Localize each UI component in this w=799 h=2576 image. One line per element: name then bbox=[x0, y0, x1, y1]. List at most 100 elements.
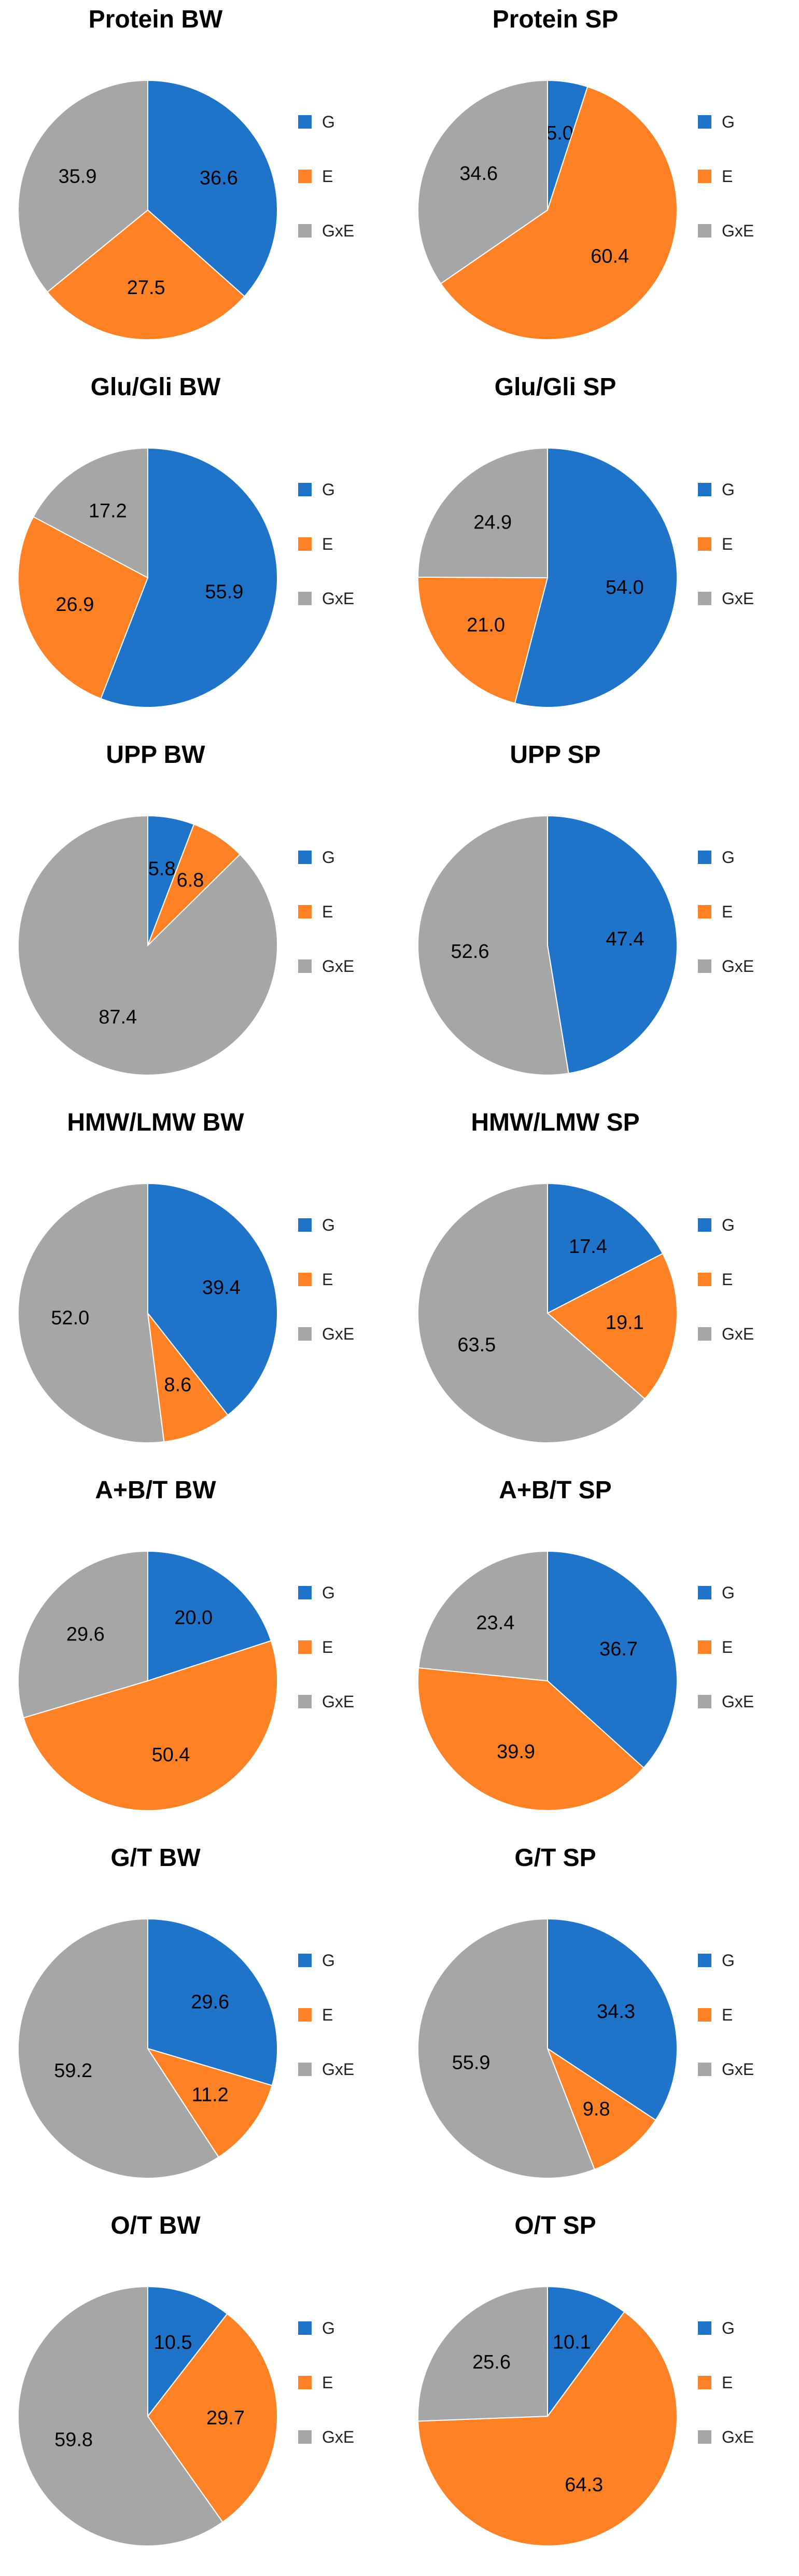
legend-label: E bbox=[322, 1270, 333, 1289]
pie-slice-gxe bbox=[417, 447, 548, 579]
chart-panel-upp-bw: UPP BW 5.8 6.8 87.4 G E GxE bbox=[0, 735, 399, 1103]
legend-item-gxe: GxE bbox=[298, 956, 354, 977]
legend-swatch-gxe bbox=[298, 1695, 312, 1708]
pie-upp-sp: 47.4 52.6 bbox=[417, 815, 678, 1076]
pie-slice-gxe bbox=[18, 1550, 148, 1719]
legend-swatch-e bbox=[698, 1273, 711, 1286]
data-label-gxe: 59.2 bbox=[54, 2060, 92, 2082]
chart-panel-a-b-t-bw: A+B/T BW 20.0 50.4 29.6 G E GxE bbox=[0, 1471, 399, 1839]
chart-title: O/T BW bbox=[110, 2212, 201, 2239]
legend-item-g: G bbox=[298, 2318, 335, 2338]
legend-label: G bbox=[722, 2318, 735, 2337]
legend-item-g: G bbox=[298, 1215, 335, 1235]
legend-item-g: G bbox=[698, 2318, 735, 2338]
legend-swatch-e bbox=[698, 2008, 711, 2022]
legend-item-e: E bbox=[298, 1269, 333, 1290]
chart-title: G/T SP bbox=[514, 1844, 596, 1872]
data-label-g: 55.9 bbox=[205, 581, 243, 603]
pie-protein-sp: 5.0 60.4 34.6 bbox=[417, 79, 678, 340]
legend-item-e: E bbox=[298, 2004, 333, 2025]
pie-slice-e bbox=[440, 86, 678, 340]
legend-label: GxE bbox=[322, 1324, 355, 1343]
pie-slice-gxe bbox=[417, 2286, 548, 2422]
pie-slice-gxe bbox=[17, 2286, 223, 2546]
pie-slice-e bbox=[147, 824, 241, 946]
chart-panel-glu-gli-sp: Glu/Gli SP 54.0 21.0 24.9 G E GxE bbox=[400, 368, 799, 735]
legend-item-g: G bbox=[698, 1215, 735, 1235]
chart-title: UPP BW bbox=[106, 741, 205, 769]
legend: G E GxE bbox=[698, 0, 796, 368]
legend-label: E bbox=[722, 2373, 733, 2392]
legend-item-e: E bbox=[698, 901, 733, 922]
pie-hmw-lmw-bw: 39.4 8.6 52.0 bbox=[18, 1182, 278, 1443]
data-label-e: 60.4 bbox=[591, 246, 629, 268]
legend-item-g: G bbox=[698, 1950, 735, 1971]
legend-swatch-g bbox=[698, 1218, 711, 1232]
legend-label: GxE bbox=[322, 221, 355, 240]
pie-slice-g bbox=[514, 447, 678, 708]
pie-slice-gxe bbox=[18, 1182, 165, 1443]
pie-slice-e bbox=[417, 2311, 678, 2546]
legend-swatch-g bbox=[298, 483, 312, 496]
pie-slice-gxe bbox=[417, 79, 548, 285]
data-label-g: 54.0 bbox=[606, 577, 644, 598]
legend-label: G bbox=[722, 847, 735, 867]
legend-swatch-gxe bbox=[298, 2430, 312, 2444]
data-label-e: 50.4 bbox=[152, 1744, 190, 1766]
legend-item-gxe: GxE bbox=[298, 2427, 354, 2447]
legend: G E GxE bbox=[298, 1471, 397, 1839]
legend-swatch-gxe bbox=[298, 959, 312, 973]
legend-item-e: E bbox=[698, 2372, 733, 2393]
pie-slice-e bbox=[546, 2047, 656, 2170]
legend: G E GxE bbox=[698, 2206, 796, 2574]
data-label-g: 10.1 bbox=[553, 2332, 591, 2354]
legend-item-gxe: GxE bbox=[698, 2427, 754, 2447]
pie-slice-e bbox=[417, 1667, 644, 1812]
pie-a-b-t-sp: 36.7 39.9 23.4 bbox=[417, 1550, 678, 1812]
data-label-g: 17.4 bbox=[569, 1236, 607, 1258]
legend-swatch-g bbox=[698, 851, 711, 864]
legend: G E GxE bbox=[698, 1839, 796, 2206]
legend-label: E bbox=[722, 534, 733, 553]
legend-swatch-gxe bbox=[298, 224, 312, 238]
pie-slice-g bbox=[147, 79, 278, 297]
legend-swatch-gxe bbox=[698, 1327, 711, 1341]
legend-label: G bbox=[322, 847, 335, 867]
legend-swatch-g bbox=[698, 2321, 711, 2335]
pie-slice-g bbox=[147, 1550, 272, 1682]
legend-item-g: G bbox=[298, 1582, 335, 1603]
pie-slice-gxe bbox=[418, 1550, 548, 1682]
pie-slice-g bbox=[547, 1550, 678, 1769]
chart-panel-hmw-lmw-bw: HMW/LMW BW 39.4 8.6 52.0 G E GxE bbox=[0, 1103, 399, 1471]
legend-swatch-g bbox=[298, 2321, 312, 2335]
chart-panel-glu-gli-bw: Glu/Gli BW 55.9 26.9 17.2 G E GxE bbox=[0, 368, 399, 735]
data-label-g: 10.5 bbox=[154, 2332, 192, 2354]
data-label-g: 34.3 bbox=[597, 2001, 635, 2023]
chart-title: Protein SP bbox=[492, 6, 619, 33]
legend-label: GxE bbox=[322, 1692, 355, 1711]
pie-o-t-sp: 10.1 64.3 25.6 bbox=[417, 2286, 678, 2546]
legend: G E GxE bbox=[298, 0, 397, 368]
legend-label: GxE bbox=[722, 589, 754, 608]
pie-slice-e bbox=[23, 1640, 278, 1812]
data-label-gxe: 25.6 bbox=[472, 2351, 511, 2373]
legend-item-gxe: GxE bbox=[298, 1691, 354, 1712]
data-label-gxe: 23.4 bbox=[476, 1612, 514, 1634]
legend-item-e: E bbox=[698, 1637, 733, 1658]
chart-panel-protein-bw: Protein BW 36.6 27.5 35.9 G E GxE bbox=[0, 0, 399, 368]
legend-label: GxE bbox=[722, 2059, 754, 2079]
chart-panel-o-t-bw: O/T BW 10.5 29.7 59.8 G E GxE bbox=[0, 2206, 399, 2574]
legend: G E GxE bbox=[698, 368, 796, 735]
legend-label: E bbox=[322, 1637, 333, 1656]
chart-title: A+B/T SP bbox=[499, 1477, 612, 1504]
legend-item-e: E bbox=[698, 534, 733, 554]
legend-item-g: G bbox=[298, 479, 335, 500]
legend-item-gxe: GxE bbox=[298, 588, 354, 609]
legend-label: G bbox=[322, 1951, 335, 1970]
legend-label: E bbox=[322, 2373, 333, 2392]
legend-item-gxe: GxE bbox=[698, 956, 754, 977]
chart-panel-upp-sp: UPP SP 47.4 52.6 G E GxE bbox=[400, 735, 799, 1103]
legend-item-g: G bbox=[298, 112, 335, 132]
legend-item-gxe: GxE bbox=[698, 1691, 754, 1712]
legend-item-gxe: GxE bbox=[698, 1324, 754, 1344]
